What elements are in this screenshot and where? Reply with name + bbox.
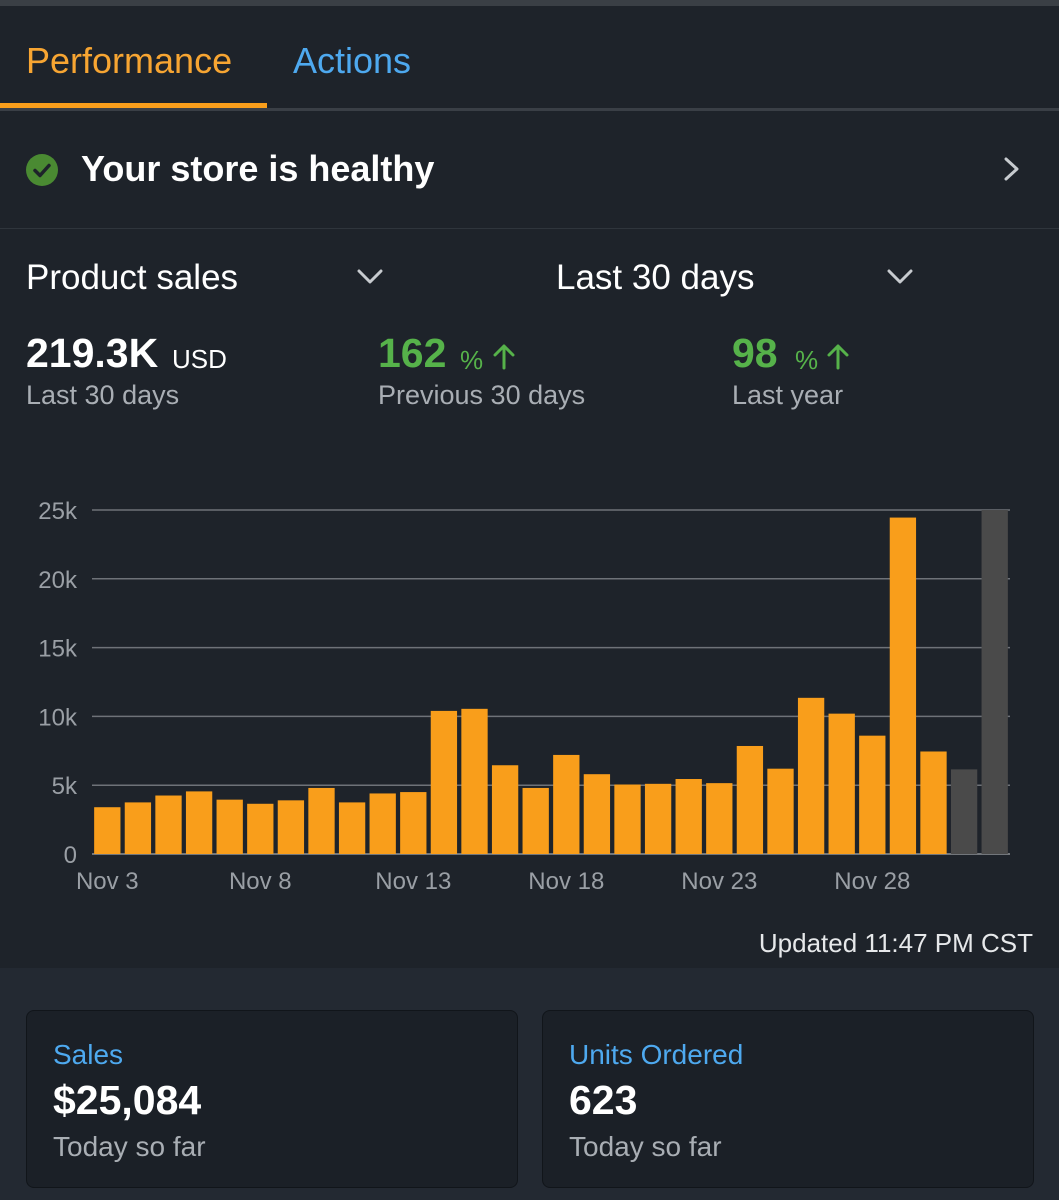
store-health-text: Your store is healthy xyxy=(81,148,435,189)
check-circle-icon xyxy=(26,154,58,186)
units-card-subtitle: Today so far xyxy=(569,1131,722,1162)
year-change-unit: % xyxy=(795,345,819,375)
bar-nov-4 xyxy=(124,802,152,854)
x-tick-label: Nov 23 xyxy=(681,868,757,895)
bar-nov-30 xyxy=(920,751,947,854)
bar-nov-3 xyxy=(94,807,121,854)
bar-nov-29 xyxy=(889,517,917,854)
x-tick-label: Nov 13 xyxy=(375,868,451,895)
previous-change-label: Previous 30 days xyxy=(378,380,586,410)
bar-nov-23 xyxy=(706,783,733,854)
updated-timestamp: Updated 11:47 PM CST xyxy=(758,928,1033,958)
units-card-value: 623 xyxy=(569,1077,638,1123)
bar-nov-26 xyxy=(797,697,825,854)
bar-nov-27 xyxy=(828,713,855,854)
arrow-up-icon xyxy=(827,344,849,370)
bar-dec-1 xyxy=(950,769,978,854)
arrow-up-icon xyxy=(493,344,515,370)
bar-nov-14 xyxy=(430,710,458,854)
x-tick-label: Nov 28 xyxy=(834,868,910,895)
store-health-row[interactable]: Your store is healthy xyxy=(0,110,1059,229)
year-change-label: Last year xyxy=(732,380,844,410)
sales-card-subtitle: Today so far xyxy=(53,1131,206,1162)
bar-nov-5 xyxy=(155,795,182,854)
bar-nov-17 xyxy=(522,787,549,854)
bar-nov-28 xyxy=(859,735,886,854)
bar-nov-11 xyxy=(338,802,366,854)
units-card[interactable]: Units Ordered 623 Today so far xyxy=(542,1010,1034,1188)
bar-nov-9 xyxy=(277,800,305,854)
previous-change-unit: % xyxy=(460,345,484,375)
bar-nov-16 xyxy=(491,765,519,854)
bar-nov-10 xyxy=(308,787,335,854)
bar-nov-22 xyxy=(675,779,702,854)
chevron-down-icon[interactable] xyxy=(356,266,384,288)
bar-nov-15 xyxy=(461,708,488,854)
bar-nov-7 xyxy=(216,799,243,854)
sales-bar-chart: 0 5k 10k 15k 20k 25k Nov 3 Nov 8 Nov 13 Nov 18 Nov… xyxy=(38,498,1010,895)
tab-performance[interactable]: Performance xyxy=(26,40,233,81)
top-separator xyxy=(0,0,1059,6)
y-tick-label: 15k xyxy=(38,636,78,663)
bar-nov-21 xyxy=(644,783,672,854)
sales-card-value: $25,084 xyxy=(53,1077,202,1123)
previous-change-value: 162 xyxy=(378,330,447,376)
bar-nov-12 xyxy=(369,793,396,854)
tab-actions[interactable]: Actions xyxy=(293,40,412,81)
x-tick-label: Nov 18 xyxy=(528,868,604,895)
tab-bar: Performance Actions xyxy=(0,6,1059,111)
bar-nov-18 xyxy=(553,754,580,854)
year-change-value: 98 xyxy=(732,330,778,376)
active-tab-indicator xyxy=(0,103,267,108)
bar-nov-25 xyxy=(767,768,794,854)
chevron-right-icon[interactable] xyxy=(998,154,1024,184)
y-tick-label: 25k xyxy=(38,498,78,525)
y-tick-label: 5k xyxy=(52,773,78,800)
bar-nov-13 xyxy=(400,792,427,854)
bar-nov-19 xyxy=(583,774,611,854)
sales-card[interactable]: Sales $25,084 Today so far xyxy=(26,1010,518,1188)
total-sales-value: 219.3K xyxy=(26,330,159,376)
sales-card-title: Sales xyxy=(53,1039,124,1070)
metric-selector[interactable]: Product sales xyxy=(26,258,239,297)
bar-nov-6 xyxy=(185,791,213,854)
total-sales-unit: USD xyxy=(172,344,227,374)
y-tick-label: 10k xyxy=(38,704,78,731)
bar-dec-2 xyxy=(981,510,1008,854)
y-tick-label: 20k xyxy=(38,567,78,594)
x-tick-label: Nov 3 xyxy=(76,868,139,895)
x-tick-label: Nov 8 xyxy=(229,868,292,895)
y-tick-label: 0 xyxy=(64,842,77,869)
bar-nov-24 xyxy=(736,745,764,854)
units-card-title: Units Ordered xyxy=(569,1039,744,1070)
bar-nov-20 xyxy=(614,784,641,854)
bar-nov-8 xyxy=(247,803,274,854)
chevron-down-icon[interactable] xyxy=(886,266,914,288)
period-selector[interactable]: Last 30 days xyxy=(556,258,755,297)
total-sales-label: Last 30 days xyxy=(26,380,180,410)
